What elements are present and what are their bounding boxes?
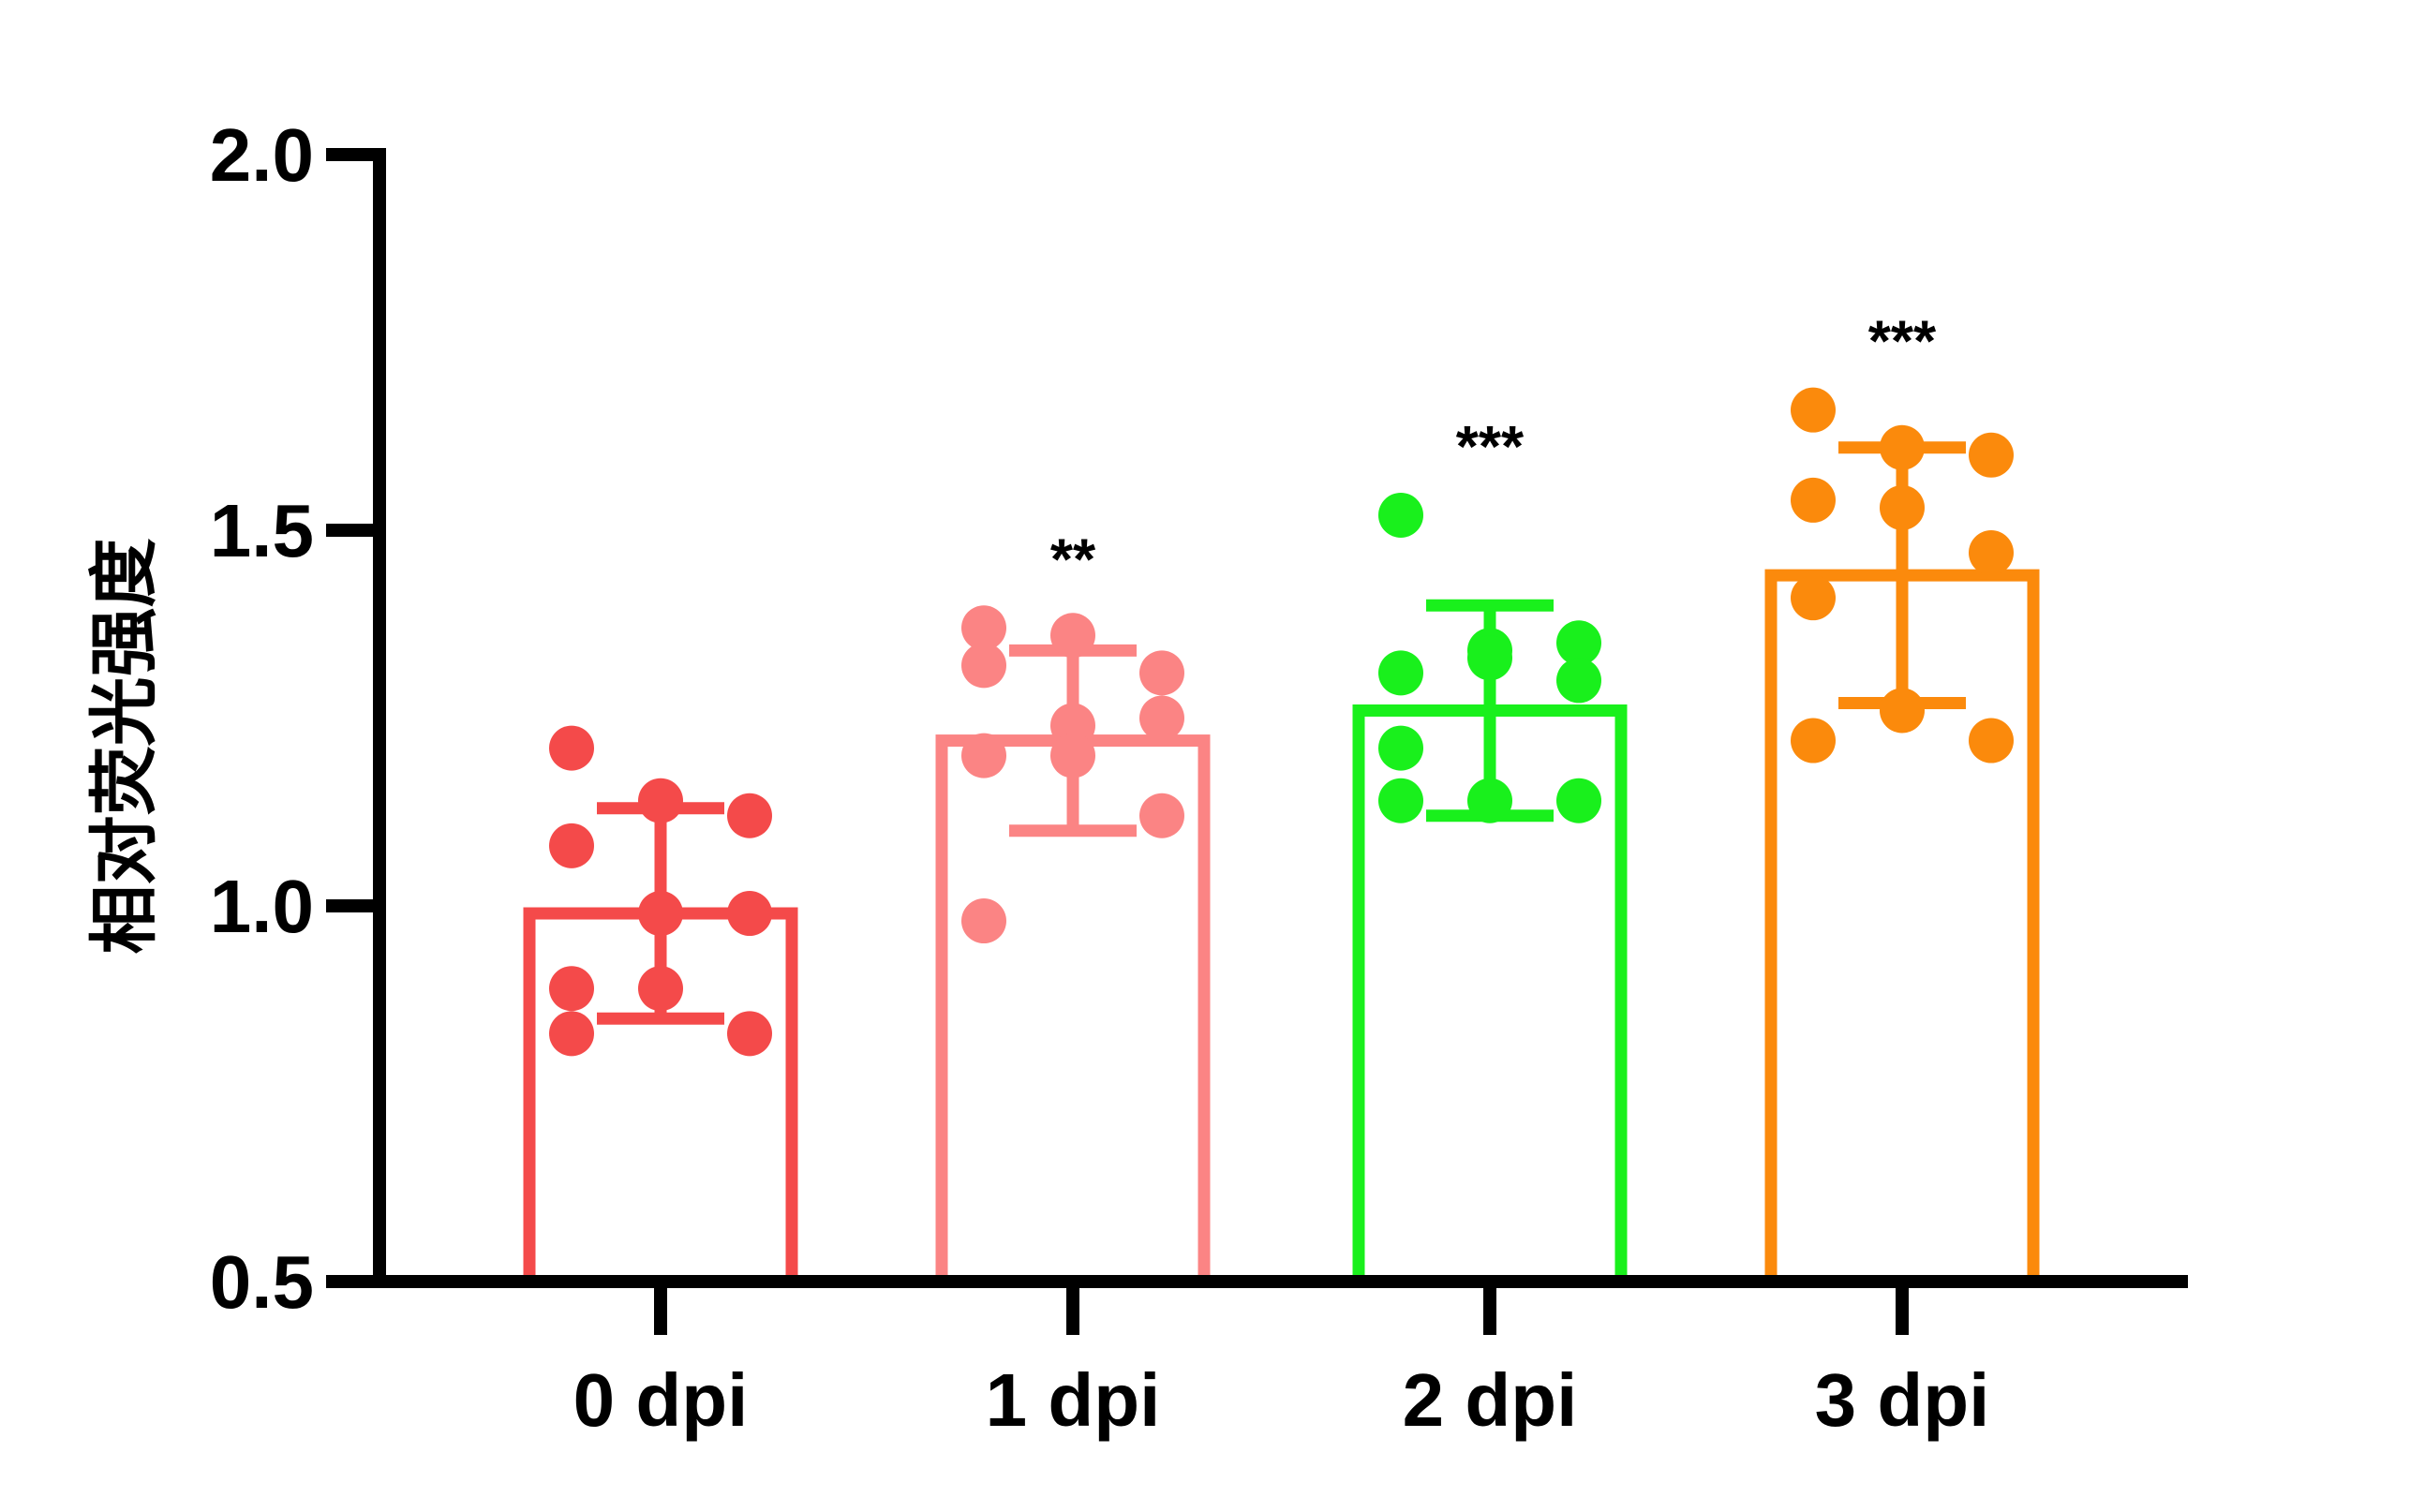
significance-label-1: ** [1050, 527, 1096, 592]
data-point-1-5 [1139, 695, 1184, 741]
x-tick-label-0: 0 dpi [573, 1358, 749, 1442]
data-point-0-0 [549, 725, 594, 771]
y-tick-label-2: 1.5 [210, 489, 314, 572]
data-point-2-4 [1467, 635, 1512, 681]
data-point-3-9 [1791, 718, 1836, 763]
data-points-layer [549, 387, 2014, 1057]
data-point-3-1 [1880, 424, 1925, 470]
x-tick-label-1: 1 dpi [986, 1358, 1161, 1442]
y-tick-label-0: 0.5 [210, 1240, 314, 1324]
data-point-2-6 [1378, 725, 1423, 771]
data-point-3-5 [1969, 530, 2014, 576]
y-tick-label-1: 1.0 [210, 865, 314, 948]
data-point-2-7 [1467, 778, 1512, 823]
data-point-3-3 [1791, 477, 1836, 523]
data-point-0-8 [727, 1011, 772, 1057]
data-point-0-9 [549, 1011, 594, 1057]
data-point-2-2 [1556, 620, 1601, 666]
data-point-1-8 [1139, 793, 1184, 838]
data-point-3-0 [1791, 387, 1836, 433]
data-point-1-1 [1050, 613, 1095, 659]
significance-label-2: *** [1456, 415, 1525, 480]
data-point-1-6 [961, 733, 1006, 778]
x-tick-label-3: 3 dpi [1815, 1358, 1990, 1442]
data-point-1-2 [1139, 650, 1184, 696]
data-point-3-7 [1880, 688, 1925, 734]
data-point-3-2 [1969, 432, 2014, 478]
data-point-1-3 [961, 643, 1006, 689]
data-point-0-2 [727, 793, 772, 838]
labels-layer: 0 dpi ** 1 dpi *** 2 dpi *** 3 dpi 0.5 1.0 1.5 2.0… [84, 113, 1989, 1442]
data-point-0-3 [549, 823, 594, 868]
data-point-3-6 [1791, 575, 1836, 621]
y-axis-title: 相对荧光强度 [84, 539, 165, 955]
data-point-1-9 [961, 898, 1006, 944]
significance-label-3: *** [1868, 310, 1937, 375]
axes-layer [326, 148, 2188, 1335]
data-point-0-6 [549, 966, 594, 1012]
y-tick-label-3: 2.0 [210, 113, 314, 197]
data-point-2-8 [1556, 778, 1601, 823]
data-point-0-4 [638, 891, 683, 937]
data-point-0-7 [638, 966, 683, 1012]
data-point-2-0 [1378, 492, 1423, 538]
error-bars-layer [597, 441, 1966, 1025]
data-point-2-5 [1556, 658, 1601, 704]
data-point-1-7 [1050, 733, 1095, 778]
x-tick-label-2: 2 dpi [1403, 1358, 1578, 1442]
data-point-3-4 [1880, 484, 1925, 530]
data-point-3-8 [1969, 718, 2014, 763]
data-point-0-5 [727, 891, 772, 937]
data-point-2-9 [1378, 778, 1423, 823]
data-point-2-3 [1378, 650, 1423, 696]
data-point-1-0 [961, 605, 1006, 651]
data-point-0-1 [638, 778, 683, 823]
